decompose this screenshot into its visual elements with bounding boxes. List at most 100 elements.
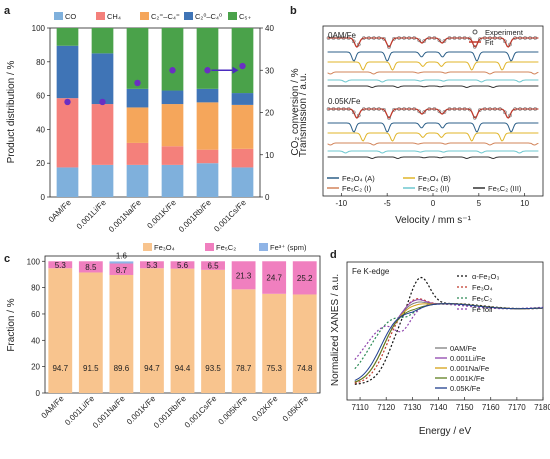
- experiment-point: [487, 107, 492, 111]
- experiment-point: [508, 113, 512, 118]
- y2-axis-label-a: CO₂ conversion / %: [290, 68, 301, 155]
- y-tick-label: 60: [31, 310, 40, 319]
- legend-swatch: [184, 12, 193, 20]
- bar-segment: [196, 28, 219, 89]
- experiment-point: [503, 39, 507, 44]
- y2-tick-label: 0: [265, 193, 270, 202]
- y2-tick-label: 40: [265, 24, 274, 33]
- data-label: 93.5: [205, 364, 221, 373]
- experiment-point: [437, 38, 442, 43]
- x-tick-label: -5: [384, 199, 392, 208]
- x-tick-label: 0.001Na/Fe: [107, 198, 143, 234]
- x-tick-label: 0.001K/Fe: [145, 198, 178, 231]
- y-axis-label-b: Transmission / a.u.: [298, 73, 309, 157]
- experiment-point: [457, 36, 462, 40]
- experiment-point: [392, 36, 396, 41]
- legend-label: Fe₃O₄: [472, 283, 493, 292]
- y-tick-label: 0: [36, 389, 41, 398]
- experiment-point: [397, 107, 401, 111]
- component-curve: [327, 150, 539, 154]
- experiment-point: [533, 36, 538, 40]
- experiment-point: [452, 107, 457, 111]
- x-tick-label: 7160: [482, 403, 500, 412]
- data-label: 6.5: [207, 262, 219, 271]
- legend-label: C₂⁼–C₄⁼: [151, 12, 180, 21]
- component-curve: [327, 51, 539, 62]
- experiment-point: [452, 36, 457, 40]
- bar-segment: [196, 102, 219, 150]
- panel-label-d: d: [330, 249, 337, 261]
- x-tick-label: 7140: [430, 403, 448, 412]
- experiment-point: [503, 110, 507, 115]
- bar-segment: [140, 268, 164, 393]
- legend-label: Fe foil: [472, 305, 493, 314]
- bar-segment: [126, 164, 149, 197]
- bar-segment: [231, 93, 254, 105]
- y2-tick-label: 10: [265, 151, 274, 160]
- conversion-point: [64, 98, 71, 106]
- conversion-point: [204, 67, 211, 74]
- experiment-point: [482, 107, 487, 111]
- experiment-point: [513, 36, 517, 40]
- bar-segment: [91, 164, 114, 197]
- bar-segment: [48, 261, 73, 269]
- experiment-point: [523, 36, 527, 40]
- experiment-point: [427, 36, 432, 40]
- experiment-point: [533, 107, 538, 111]
- legend-label: Experiment: [485, 28, 524, 37]
- bar-segment: [170, 261, 195, 269]
- experiment-point: [477, 108, 482, 113]
- experiment-point: [351, 39, 356, 44]
- experiment-point: [377, 107, 381, 111]
- experiment-point: [336, 36, 341, 40]
- legend-label: Fe₃O₄ (A): [342, 174, 375, 183]
- experiment-point: [493, 107, 497, 111]
- component-curve: [327, 156, 539, 160]
- component-curve: [327, 142, 539, 146]
- experiment-point: [382, 36, 386, 41]
- x-tick-label: 0.001Na/Fe: [91, 394, 127, 430]
- experiment-point: [498, 36, 502, 40]
- bar-segment: [161, 28, 184, 91]
- experiment-point: [326, 36, 331, 40]
- experiment-point: [467, 107, 472, 112]
- bar-segment: [109, 263, 134, 275]
- experiment-point: [482, 36, 487, 40]
- experiment-point: [467, 36, 472, 41]
- bar-segment: [196, 88, 219, 103]
- data-label: 5.6: [177, 261, 189, 270]
- bar-segment: [126, 107, 149, 143]
- component-curve: [327, 85, 539, 89]
- data-label: 91.5: [83, 364, 99, 373]
- legend-swatch: [54, 12, 63, 20]
- bar-segment: [196, 149, 219, 164]
- legend-marker: [472, 29, 478, 35]
- bar-segment: [56, 45, 79, 99]
- component-curve: [327, 61, 539, 71]
- subpanel-label-b2: 0.05K/Fe: [328, 97, 361, 106]
- legend-label: Fe₃O₄ (B): [418, 174, 451, 183]
- experiment-point: [417, 109, 422, 114]
- x-tick-label: 5: [477, 199, 482, 208]
- bar-segment: [231, 28, 254, 94]
- experiment-point: [477, 37, 482, 42]
- legend-label: C₂⁰–C₄⁰: [195, 12, 222, 21]
- conversion-point: [169, 67, 176, 74]
- x-tick-label: -10: [336, 199, 348, 208]
- legend-label: CH₄: [107, 12, 121, 21]
- bar-segment: [91, 28, 114, 54]
- experiment-point: [346, 107, 351, 111]
- experiment-point: [387, 45, 391, 49]
- experiment-point: [382, 107, 386, 112]
- legend-swatch: [96, 12, 105, 20]
- bar-segment: [161, 104, 184, 147]
- experiment-point: [437, 109, 442, 114]
- arrow-head: [232, 66, 239, 74]
- experiment-point: [351, 110, 356, 115]
- y-tick-label: 40: [36, 125, 45, 134]
- bar-segment: [56, 28, 79, 46]
- legend-label: α-Fe₂O₃: [472, 272, 499, 281]
- y-tick-label: 80: [31, 284, 40, 293]
